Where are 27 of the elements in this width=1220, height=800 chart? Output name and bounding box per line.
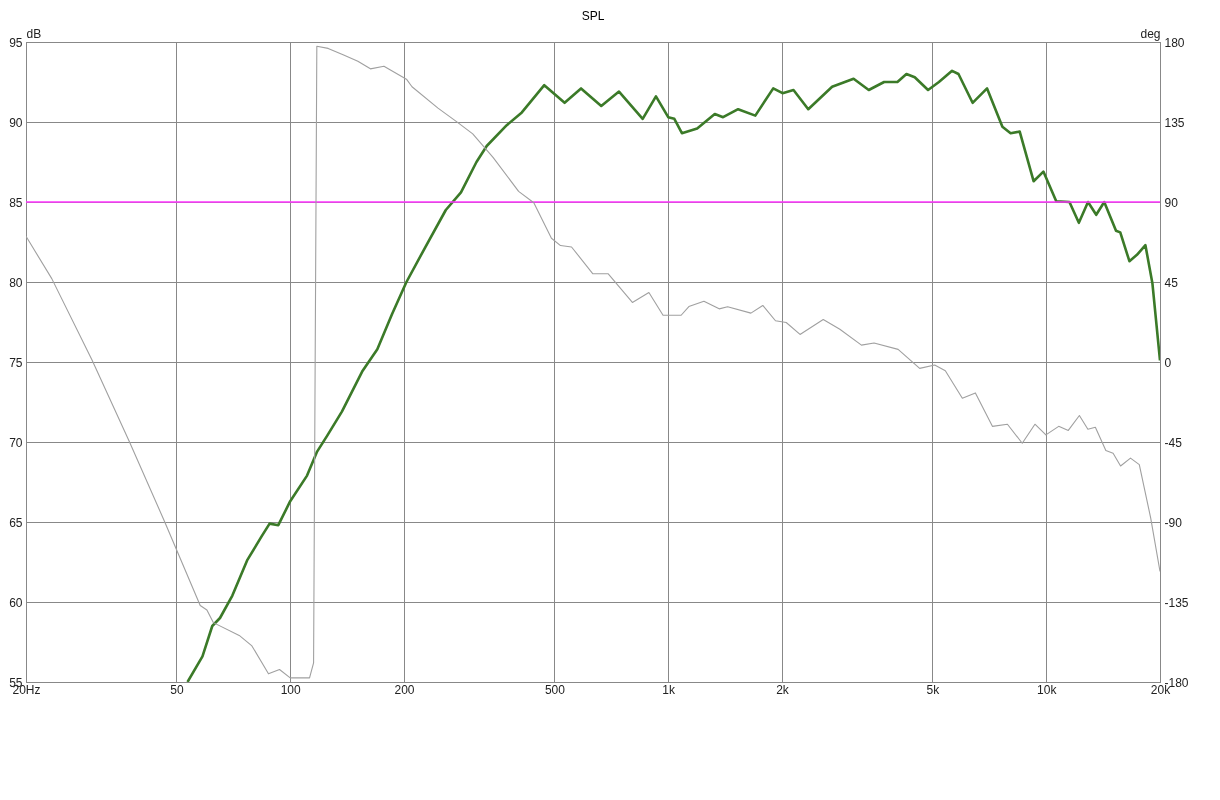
y-tick-label: 80	[9, 275, 23, 290]
x-tick-label: 200	[394, 682, 415, 697]
y-tick-label: 85	[9, 195, 23, 210]
y2-tick-label: -45	[1164, 435, 1183, 450]
y2-axis-title: deg	[1140, 26, 1161, 41]
y-axis-title: dB	[26, 26, 42, 41]
x-tick-label: 500	[544, 682, 566, 697]
x-tick-label: 5k	[926, 682, 941, 697]
x-tick-label: 100	[280, 682, 302, 697]
y2-tick-label: -90	[1164, 515, 1183, 530]
chart-title: SPL	[581, 9, 605, 23]
x-tick-label: 2k	[776, 682, 790, 697]
y2-tick-label: 180	[1164, 35, 1185, 50]
y-tick-label: 70	[9, 435, 23, 450]
y-tick-label: 95	[9, 35, 23, 50]
y2-tick-label: -135	[1164, 595, 1189, 610]
y-tick-label: 65	[9, 515, 23, 530]
x-tick-label: 10k	[1037, 682, 1058, 697]
y-tick-label: 60	[9, 595, 23, 610]
y2-tick-label: 0	[1164, 355, 1172, 370]
y2-tick-label: 135	[1164, 115, 1185, 130]
y-tick-label: 75	[9, 355, 23, 370]
x-tick-label: 50	[170, 682, 184, 697]
y2-tick-label: 45	[1164, 275, 1179, 290]
y2-tick-label: 90	[1164, 195, 1179, 210]
x-tick-label: 1k	[662, 682, 677, 697]
y-tick-label: 90	[9, 115, 23, 130]
